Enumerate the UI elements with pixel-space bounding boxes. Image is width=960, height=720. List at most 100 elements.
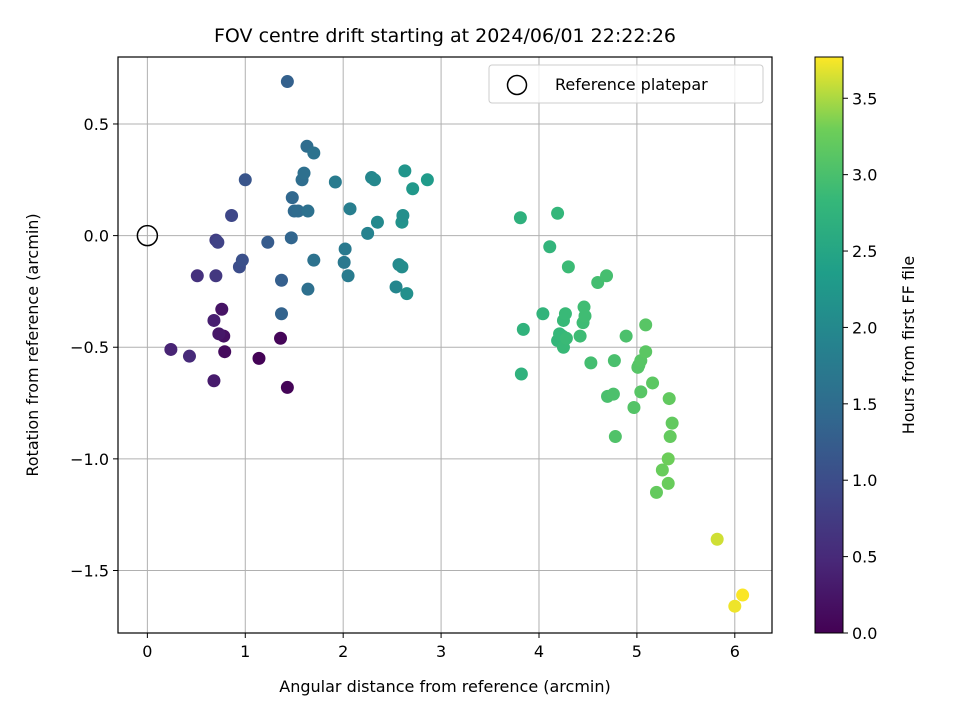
data-point [284, 231, 298, 245]
data-point [627, 401, 641, 415]
reference-marker-layer [136, 224, 159, 247]
data-point [297, 166, 311, 180]
data-point [600, 269, 614, 283]
data-point [275, 307, 288, 321]
legend: Reference platepar [488, 64, 764, 104]
data-point [338, 242, 352, 256]
data-point [389, 280, 403, 294]
data-point [607, 354, 621, 368]
data-point [215, 302, 229, 316]
data-point [275, 273, 288, 287]
x-tick-label: 5 [632, 642, 642, 661]
colorbar-tick-label: 0.0 [852, 624, 877, 643]
reference-platepar-marker [136, 224, 159, 247]
data-point [420, 173, 434, 187]
colorbar-ticks: 0.0 0.5 1.0 1.5 2.0 2.5 3.0 3.5 [843, 89, 877, 643]
data-point [280, 380, 294, 394]
data-point [608, 430, 622, 444]
data-point [361, 226, 375, 240]
legend-box [488, 64, 764, 104]
chart-title: FOV centre drift starting at 2024/06/01 … [214, 25, 676, 47]
data-point [212, 327, 226, 341]
data-point [561, 260, 575, 274]
data-point [536, 307, 550, 321]
data-point [400, 287, 414, 301]
data-point [301, 204, 315, 218]
data-point [307, 146, 321, 160]
data-point [516, 322, 530, 336]
data-point [543, 240, 557, 254]
data-point [396, 209, 410, 223]
data-point [343, 202, 357, 216]
data-point [211, 235, 225, 249]
data-point [584, 356, 598, 370]
data-point [307, 253, 321, 267]
data-point [662, 392, 676, 406]
x-tick-label: 1 [240, 642, 250, 661]
colorbar-tick-label: 2.0 [852, 318, 877, 337]
data-point [328, 175, 342, 189]
data-point [665, 416, 679, 430]
data-point [301, 282, 315, 296]
x-axis-label: Angular distance from reference (arcmin) [279, 677, 610, 696]
data-point [164, 342, 178, 356]
colorbar-tick-label: 3.5 [852, 89, 877, 108]
x-tick-label: 6 [730, 642, 740, 661]
y-tick-label: −1.0 [70, 450, 109, 469]
colorbar-tick-label: 1.0 [852, 471, 877, 490]
data-point [370, 215, 384, 229]
data-point [728, 599, 742, 613]
colorbar-tick-label: 1.5 [852, 395, 877, 414]
data-point [190, 269, 204, 283]
data-point [710, 532, 724, 546]
data-point [736, 588, 750, 602]
data-point [395, 260, 409, 274]
x-tick-label: 2 [338, 642, 348, 661]
data-point [619, 329, 633, 343]
data-point [591, 275, 605, 289]
y-tick-label: 0.0 [84, 227, 109, 246]
data-point [406, 182, 420, 196]
data-point [285, 191, 299, 205]
data-point [578, 309, 592, 323]
data-point [280, 75, 294, 89]
data-point [341, 269, 355, 283]
colorbar-tick-label: 3.0 [852, 166, 877, 185]
data-point [252, 351, 266, 365]
y-tick-label: −1.5 [70, 561, 109, 580]
data-point [514, 367, 528, 381]
data-point [398, 164, 412, 178]
plot-frame [117, 56, 773, 634]
data-point [261, 235, 275, 249]
y-axis-ticks: 0.5 0.0 −0.5 −1.0 −1.5 [70, 115, 118, 580]
data-point [225, 209, 239, 223]
data-point [235, 253, 249, 267]
data-point [559, 331, 573, 345]
grid [118, 57, 772, 633]
data-point [661, 476, 675, 490]
data-point [573, 329, 587, 343]
data-point [274, 331, 288, 345]
data-point [207, 374, 221, 388]
legend-open-circle-marker [506, 74, 528, 96]
x-axis-ticks: 0 1 2 3 4 5 6 [142, 633, 740, 661]
x-tick-label: 0 [142, 642, 152, 661]
data-point [606, 387, 620, 401]
data-point [551, 206, 565, 220]
x-tick-label: 4 [534, 642, 544, 661]
data-point [655, 463, 669, 477]
data-point [634, 385, 648, 399]
data-point [238, 173, 252, 187]
data-point [639, 345, 653, 359]
data-point [513, 211, 527, 225]
y-tick-label: −0.5 [70, 338, 109, 357]
y-tick-label: 0.5 [84, 115, 109, 134]
data-point [663, 430, 677, 444]
data-point [182, 349, 196, 363]
data-point [218, 345, 232, 359]
data-point [207, 313, 221, 327]
data-point [639, 318, 653, 332]
data-point [368, 173, 382, 187]
colorbar [814, 56, 844, 634]
legend-label: Reference platepar [555, 75, 708, 94]
